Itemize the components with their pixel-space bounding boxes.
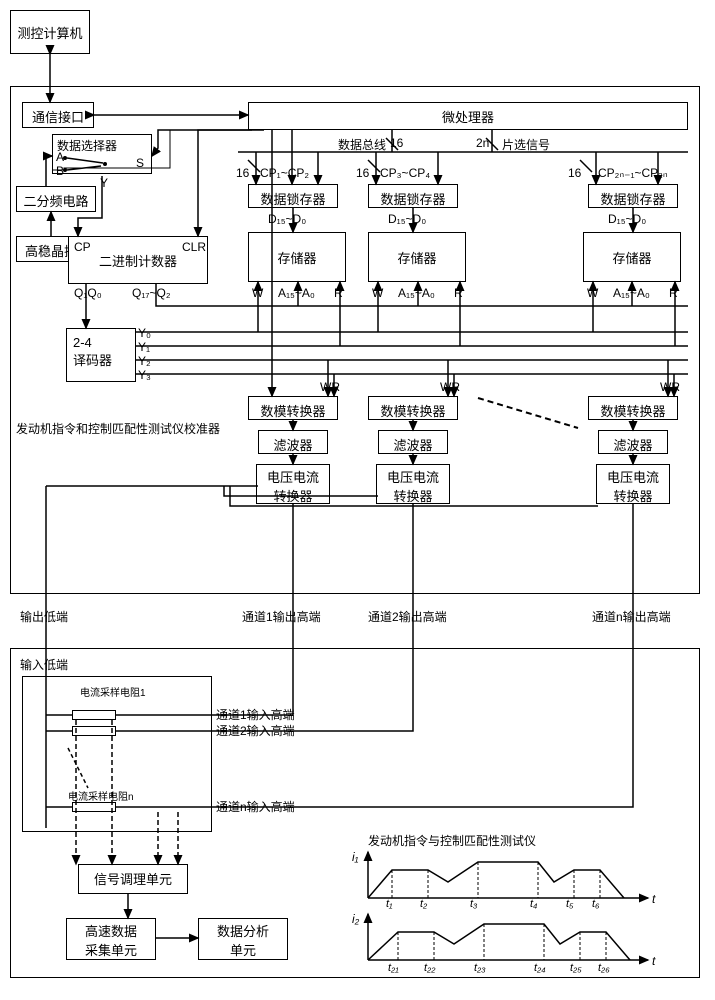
wiring-svg [8, 8, 708, 988]
